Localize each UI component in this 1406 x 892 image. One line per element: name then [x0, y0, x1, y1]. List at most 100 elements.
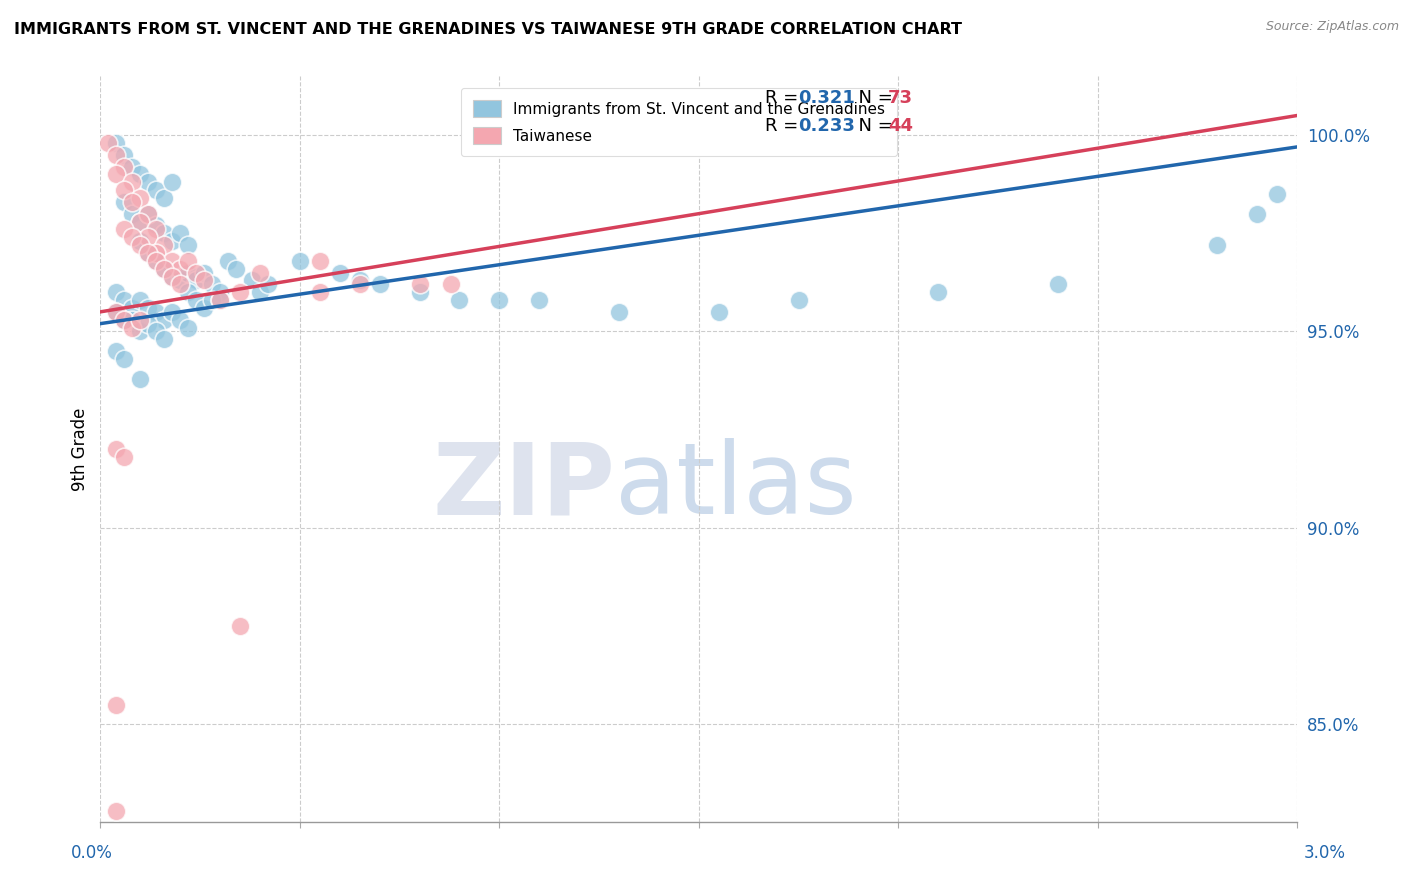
Point — [408, 277, 430, 292]
Text: atlas: atlas — [614, 438, 856, 535]
Point — [105, 148, 128, 162]
Point — [368, 277, 391, 292]
Point — [217, 253, 239, 268]
Point — [257, 277, 280, 292]
Point — [184, 273, 207, 287]
Point — [308, 285, 330, 300]
Legend: Immigrants from St. Vincent and the Grenadines, Taiwanese: Immigrants from St. Vincent and the Gren… — [461, 87, 897, 156]
Point — [184, 293, 207, 307]
Point — [105, 344, 128, 359]
Point — [249, 266, 271, 280]
Point — [193, 273, 215, 287]
Point — [136, 230, 159, 244]
Point — [136, 246, 159, 260]
Point — [129, 214, 152, 228]
Point — [160, 253, 183, 268]
Point — [121, 160, 143, 174]
Point — [169, 227, 191, 241]
Point — [145, 246, 167, 260]
Point — [105, 442, 128, 457]
Text: R =: R = — [765, 117, 804, 135]
Point — [145, 253, 167, 268]
Point — [129, 371, 152, 385]
Point — [160, 305, 183, 319]
Point — [129, 238, 152, 252]
Point — [121, 230, 143, 244]
Point — [121, 301, 143, 315]
Point — [229, 285, 252, 300]
Point — [145, 253, 167, 268]
Point — [193, 266, 215, 280]
Text: 73: 73 — [887, 89, 912, 107]
Text: 44: 44 — [887, 117, 912, 135]
Point — [169, 277, 191, 292]
Point — [177, 320, 200, 334]
Text: 0.321: 0.321 — [799, 89, 855, 107]
Point — [208, 293, 231, 307]
Point — [308, 253, 330, 268]
Point — [1265, 187, 1288, 202]
Point — [449, 293, 471, 307]
Point — [177, 266, 200, 280]
Point — [193, 301, 215, 315]
Point — [136, 207, 159, 221]
Point — [225, 261, 247, 276]
Point — [787, 293, 810, 307]
Point — [201, 293, 224, 307]
Text: N =: N = — [848, 117, 898, 135]
Point — [136, 246, 159, 260]
Point — [121, 175, 143, 189]
Point — [105, 804, 128, 818]
Point — [177, 285, 200, 300]
Point — [105, 136, 128, 150]
Point — [1206, 238, 1229, 252]
Point — [121, 207, 143, 221]
Point — [112, 450, 135, 465]
Point — [105, 285, 128, 300]
Text: Source: ZipAtlas.com: Source: ZipAtlas.com — [1265, 20, 1399, 33]
Point — [112, 293, 135, 307]
Point — [707, 305, 730, 319]
Point — [249, 285, 271, 300]
Point — [153, 261, 176, 276]
Point — [105, 305, 128, 319]
Point — [145, 222, 167, 236]
Text: 0.233: 0.233 — [799, 117, 855, 135]
Text: 3.0%: 3.0% — [1303, 844, 1346, 862]
Point — [229, 619, 252, 633]
Point — [349, 273, 371, 287]
Point — [129, 191, 152, 205]
Point — [349, 277, 371, 292]
Point — [160, 269, 183, 284]
Point — [169, 312, 191, 326]
Point — [112, 194, 135, 209]
Point — [121, 194, 143, 209]
Point — [145, 305, 167, 319]
Point — [169, 273, 191, 287]
Point — [112, 312, 135, 326]
Point — [240, 273, 263, 287]
Point — [105, 168, 128, 182]
Point — [288, 253, 311, 268]
Point — [153, 227, 176, 241]
Point — [145, 325, 167, 339]
Point — [112, 222, 135, 236]
Point — [129, 214, 152, 228]
Point — [121, 320, 143, 334]
Point — [201, 277, 224, 292]
Point — [927, 285, 949, 300]
Text: 0.0%: 0.0% — [70, 844, 112, 862]
Point — [607, 305, 630, 319]
Point — [105, 305, 128, 319]
Point — [153, 191, 176, 205]
Point — [153, 238, 176, 252]
Point — [112, 183, 135, 197]
Point — [208, 293, 231, 307]
Point — [145, 183, 167, 197]
Y-axis label: 9th Grade: 9th Grade — [72, 408, 89, 491]
Point — [129, 312, 152, 326]
Point — [1046, 277, 1069, 292]
Point — [129, 325, 152, 339]
Text: ZIP: ZIP — [432, 438, 614, 535]
Point — [160, 234, 183, 248]
